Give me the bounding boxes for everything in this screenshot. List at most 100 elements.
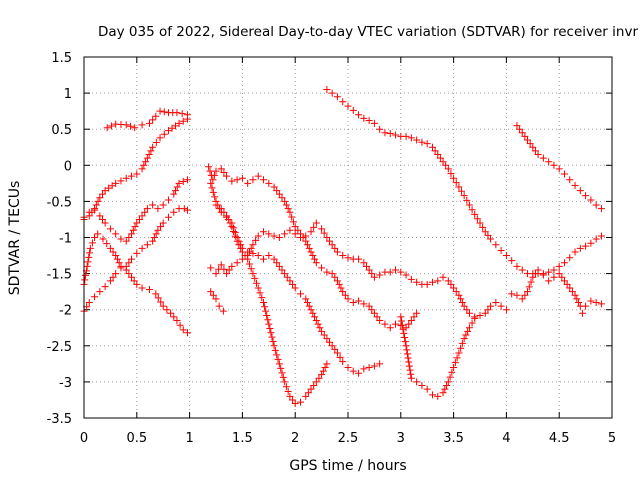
data-point bbox=[484, 306, 492, 314]
data-point bbox=[413, 378, 421, 386]
data-point bbox=[122, 121, 130, 129]
data-point bbox=[323, 360, 331, 368]
data-point bbox=[534, 150, 542, 158]
y-tick-labels: 1.5 1 0.5 0 -0.5 -1 -1.5 -2 -2.5 -3 -3.5 bbox=[47, 51, 72, 427]
data-point bbox=[112, 270, 120, 278]
data-series-arc-3 bbox=[80, 176, 191, 245]
data-point bbox=[154, 294, 162, 302]
data-point bbox=[333, 248, 341, 256]
data-point bbox=[260, 298, 268, 306]
data-point bbox=[207, 264, 215, 272]
data-point bbox=[444, 378, 452, 386]
data-series-arc-11 bbox=[323, 85, 605, 278]
data-point bbox=[439, 158, 447, 166]
data-point bbox=[226, 219, 234, 227]
data-point bbox=[164, 213, 172, 221]
data-point bbox=[434, 150, 442, 158]
data-point bbox=[355, 369, 363, 377]
data-point bbox=[413, 309, 421, 317]
data-point bbox=[460, 335, 468, 343]
data-point bbox=[326, 237, 334, 245]
data-point bbox=[81, 276, 89, 284]
data-point bbox=[106, 225, 114, 233]
y-axis-title: SDTVAR / TECUs bbox=[7, 181, 23, 296]
data-point bbox=[403, 350, 411, 358]
data-point bbox=[518, 295, 526, 303]
data-point bbox=[386, 268, 394, 276]
data-series-arc-14 bbox=[508, 266, 605, 317]
data-point bbox=[207, 179, 215, 187]
data-point bbox=[558, 273, 566, 281]
data-point bbox=[96, 194, 104, 202]
data-series-arc-13 bbox=[513, 122, 605, 213]
data-point bbox=[209, 188, 217, 196]
data-point bbox=[215, 302, 223, 310]
data-point bbox=[278, 194, 286, 202]
data-point bbox=[224, 215, 232, 223]
data-point bbox=[365, 117, 373, 125]
x-axis-title: GPS time / hours bbox=[289, 458, 406, 474]
data-point bbox=[331, 244, 339, 252]
y-tick-label: -3.5 bbox=[47, 412, 72, 427]
data-point bbox=[452, 288, 460, 296]
data-point bbox=[457, 344, 465, 352]
data-point bbox=[479, 223, 487, 231]
data-point bbox=[434, 392, 442, 400]
data-point bbox=[450, 363, 458, 371]
data-point bbox=[241, 252, 249, 260]
data-point bbox=[550, 266, 558, 274]
data-point bbox=[455, 183, 463, 191]
data-point bbox=[133, 219, 141, 227]
data-point bbox=[441, 385, 449, 393]
data-point bbox=[170, 190, 178, 198]
data-point bbox=[524, 136, 532, 144]
data-point bbox=[143, 241, 151, 249]
data-point bbox=[402, 324, 410, 332]
data-point bbox=[220, 169, 228, 177]
data-point bbox=[112, 252, 120, 260]
data-point bbox=[223, 270, 231, 278]
data-point bbox=[233, 176, 241, 184]
x-tick-labels: 0 0.5 1 1.5 2 2.5 3 3.5 4 4.5 5 bbox=[80, 431, 616, 446]
data-point bbox=[91, 293, 99, 301]
data-point bbox=[471, 314, 479, 322]
data-point bbox=[291, 284, 299, 292]
data-point bbox=[143, 205, 151, 213]
data-point bbox=[101, 219, 109, 227]
data-point bbox=[260, 228, 268, 236]
data-point bbox=[249, 249, 257, 257]
data-point bbox=[254, 252, 262, 260]
data-point bbox=[481, 309, 489, 317]
data-point bbox=[141, 208, 149, 216]
data-point bbox=[238, 174, 246, 182]
data-point bbox=[453, 354, 461, 362]
data-point bbox=[406, 366, 414, 374]
data-point bbox=[159, 201, 167, 209]
data-point bbox=[302, 295, 310, 303]
data-point bbox=[401, 338, 409, 346]
data-point bbox=[138, 165, 146, 173]
data-point bbox=[147, 147, 155, 155]
data-point bbox=[282, 383, 290, 391]
data-point bbox=[339, 288, 347, 296]
data-point bbox=[160, 130, 168, 138]
plot-frame bbox=[83, 56, 613, 419]
data-point bbox=[260, 176, 268, 184]
data-point bbox=[275, 190, 283, 198]
data-point bbox=[98, 215, 106, 223]
data-point bbox=[311, 255, 319, 263]
data-point bbox=[159, 219, 167, 227]
data-point bbox=[550, 273, 558, 281]
data-point bbox=[531, 147, 539, 155]
data-point bbox=[462, 331, 470, 339]
data-point bbox=[228, 223, 236, 231]
data-point bbox=[275, 262, 283, 270]
x-tick-label: 1 bbox=[185, 431, 193, 446]
data-point bbox=[172, 187, 180, 195]
data-point bbox=[154, 205, 162, 213]
data-point bbox=[265, 230, 273, 238]
data-point bbox=[296, 398, 304, 406]
data-point bbox=[386, 324, 394, 332]
data-point bbox=[407, 275, 415, 283]
data-point bbox=[465, 201, 473, 209]
